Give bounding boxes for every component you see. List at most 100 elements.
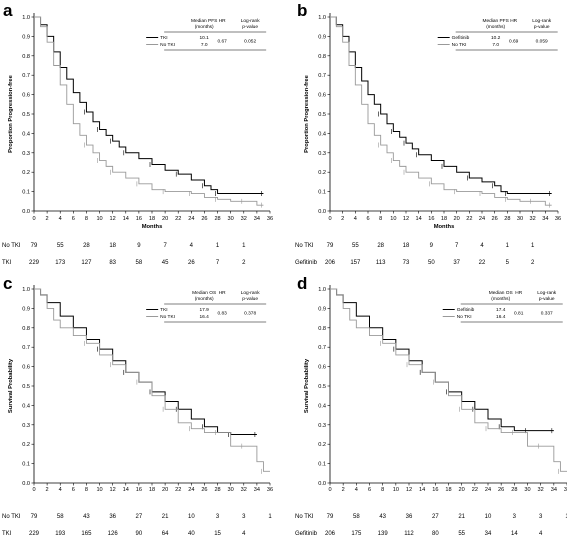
x-tick-label: 8 bbox=[381, 487, 384, 493]
risk-count: 126 bbox=[108, 531, 119, 536]
y-tick-label: 0.3 bbox=[318, 423, 326, 429]
risk-count: 27 bbox=[432, 514, 439, 520]
x-tick-label: 28 bbox=[511, 487, 517, 493]
risk-count: 26 bbox=[188, 260, 195, 266]
x-tick-label: 26 bbox=[201, 487, 207, 493]
x-tick-label: 18 bbox=[445, 487, 451, 493]
legend-series-name: Gefitinib bbox=[457, 307, 475, 313]
risk-count: 5 bbox=[506, 260, 510, 266]
x-tick-label: 34 bbox=[542, 216, 548, 222]
risk-count: 79 bbox=[31, 514, 38, 520]
risk-count: 4 bbox=[480, 243, 484, 249]
risk-count: 7 bbox=[455, 243, 459, 249]
risk-count: 173 bbox=[55, 260, 66, 266]
panel-d: d0246810121416182022242628303234360.00.1… bbox=[295, 274, 567, 536]
x-tick-label: 24 bbox=[479, 216, 485, 222]
risk-count: 10 bbox=[188, 514, 195, 520]
x-tick-label: 6 bbox=[72, 487, 75, 493]
legend-series-name: No TKI bbox=[452, 42, 467, 48]
x-tick-label: 2 bbox=[46, 487, 49, 493]
y-tick-label: 0.6 bbox=[22, 93, 30, 99]
risk-count: 10 bbox=[485, 514, 492, 520]
risk-count: 15 bbox=[214, 531, 221, 536]
risk-count: 45 bbox=[162, 260, 169, 266]
risk-count: 43 bbox=[83, 514, 90, 520]
x-tick-label: 34 bbox=[551, 487, 557, 493]
legend-header-p: Log-rank bbox=[532, 18, 552, 24]
legend-header-median-unit: (months) bbox=[486, 24, 505, 30]
y-tick-label: 1.0 bbox=[318, 15, 326, 21]
y-tick-label: 0.2 bbox=[318, 170, 326, 176]
y-tick-label: 0.6 bbox=[318, 93, 326, 99]
y-tick-label: 0.5 bbox=[318, 384, 326, 390]
risk-count: 79 bbox=[31, 243, 38, 249]
legend-header-hr: HR bbox=[219, 18, 226, 24]
y-tick-label: 0.4 bbox=[318, 131, 326, 137]
legend-header-median: Median OS bbox=[489, 290, 513, 296]
risk-count: 2 bbox=[531, 260, 535, 266]
y-tick-label: 0.1 bbox=[22, 462, 30, 468]
risk-count: 229 bbox=[29, 531, 40, 536]
legend-median: 10.1 bbox=[199, 35, 209, 41]
x-tick-label: 12 bbox=[110, 216, 116, 222]
risk-count: 1 bbox=[242, 243, 246, 249]
x-tick-label: 30 bbox=[517, 216, 523, 222]
y-tick-label: 0.4 bbox=[22, 131, 30, 137]
legend-hr: 0.81 bbox=[514, 311, 524, 317]
risk-count: 64 bbox=[162, 531, 169, 536]
risk-count: 18 bbox=[109, 243, 116, 249]
y-tick-label: 1.0 bbox=[22, 15, 30, 21]
y-tick-label: 0.8 bbox=[22, 54, 30, 60]
x-tick-label: 28 bbox=[214, 216, 220, 222]
x-tick-label: 34 bbox=[254, 487, 260, 493]
x-tick-label: 26 bbox=[492, 216, 498, 222]
legend-header-p-unit: p-value bbox=[242, 296, 258, 302]
legend-header-median: Median PFS bbox=[482, 18, 508, 24]
risk-count: 127 bbox=[81, 260, 92, 266]
y-tick-label: 0.0 bbox=[22, 481, 30, 487]
risk-row-label: No TKI bbox=[295, 243, 314, 249]
x-tick-label: 0 bbox=[328, 487, 331, 493]
risk-count: 21 bbox=[162, 514, 169, 520]
y-tick-label: 0.2 bbox=[318, 442, 326, 448]
y-axis-label: Proportion Progression-free bbox=[304, 74, 310, 152]
risk-count: 80 bbox=[432, 531, 439, 536]
y-tick-label: 0.6 bbox=[22, 365, 30, 371]
risk-count: 4 bbox=[242, 531, 246, 536]
x-tick-label: 22 bbox=[472, 487, 478, 493]
y-tick-label: 0.2 bbox=[22, 442, 30, 448]
y-tick-label: 0.9 bbox=[318, 306, 326, 312]
legend-median: 17.9 bbox=[199, 307, 209, 313]
km-curve-tki bbox=[34, 16, 264, 195]
x-tick-label: 26 bbox=[498, 487, 504, 493]
legend-header-hr: HR bbox=[510, 18, 517, 24]
x-tick-label: 2 bbox=[342, 487, 345, 493]
y-tick-label: 0.6 bbox=[318, 365, 326, 371]
x-axis-label: Months bbox=[142, 224, 163, 230]
risk-count: 22 bbox=[479, 260, 486, 266]
x-tick-label: 20 bbox=[162, 487, 168, 493]
km-curve-no-tki bbox=[330, 16, 552, 206]
x-tick-label: 36 bbox=[267, 487, 273, 493]
legend-median: 10.2 bbox=[491, 35, 501, 41]
risk-count: 27 bbox=[136, 514, 143, 520]
risk-count: 3 bbox=[242, 514, 246, 520]
legend-header-p-unit: p-value bbox=[242, 24, 258, 30]
x-tick-label: 20 bbox=[454, 216, 460, 222]
x-tick-label: 22 bbox=[175, 216, 181, 222]
legend-series-name: TKI bbox=[160, 307, 167, 313]
risk-row-label: No TKI bbox=[2, 243, 21, 249]
x-tick-label: 36 bbox=[564, 487, 567, 493]
x-tick-label: 12 bbox=[406, 487, 412, 493]
legend-series-name: No TKI bbox=[160, 42, 175, 48]
x-tick-label: 30 bbox=[524, 487, 530, 493]
x-tick-label: 2 bbox=[341, 216, 344, 222]
legend-series-name: Gefitinib bbox=[452, 35, 470, 41]
y-tick-label: 0.1 bbox=[318, 190, 326, 196]
risk-count: 36 bbox=[406, 514, 413, 520]
x-tick-label: 28 bbox=[214, 487, 220, 493]
risk-count: 37 bbox=[453, 260, 460, 266]
panel-label: d bbox=[297, 274, 307, 293]
y-axis-label: Survival Probability bbox=[304, 358, 310, 413]
